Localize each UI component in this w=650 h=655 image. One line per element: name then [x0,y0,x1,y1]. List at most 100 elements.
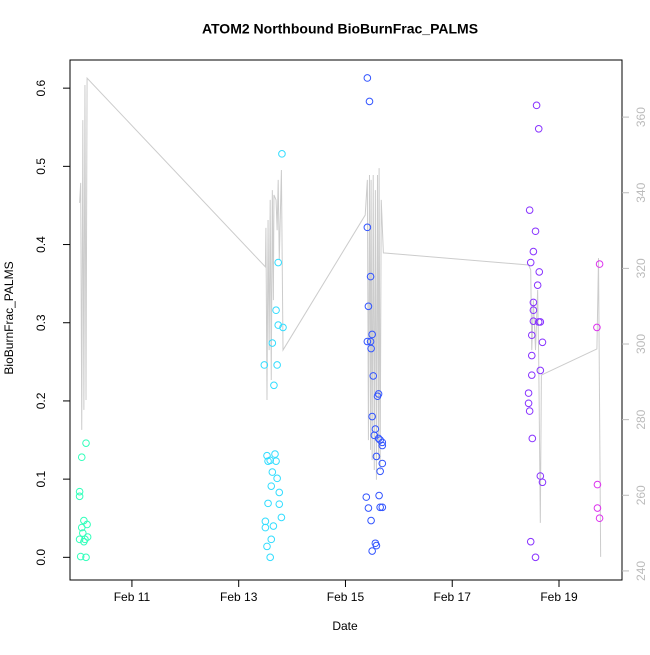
point [527,371,536,379]
point [534,318,543,326]
point [267,482,276,490]
point [363,337,372,346]
point [76,552,85,561]
point [532,101,541,110]
point [82,553,90,562]
x-tick-label: Feb 13 [220,590,258,604]
point [376,467,384,476]
point [535,268,544,276]
y-tick-label: 0.2 [34,392,48,409]
point [77,523,86,532]
point [364,302,373,311]
point [529,306,538,315]
point [593,504,602,512]
point [83,533,92,541]
point [363,223,372,232]
point [279,323,287,332]
point [378,438,387,447]
point [272,306,280,315]
point [274,321,283,329]
point [270,381,278,390]
y2-tick-label: 240 [634,561,648,581]
point [273,361,281,369]
point [525,206,534,214]
y-tick-label: 0.0 [34,549,48,566]
point [260,361,269,369]
point [533,281,542,290]
point [367,344,375,353]
point [364,504,373,512]
x-tick-label: Feb 19 [540,590,578,604]
point [529,298,538,307]
point [528,434,537,443]
point [274,258,283,267]
point [363,74,372,82]
point [368,547,376,555]
y2-tick-label: 280 [634,409,648,429]
y2-tick-label: 320 [634,258,648,278]
point [526,537,535,546]
point [269,522,278,530]
point [75,487,84,496]
y-tick-label: 0.1 [34,470,48,487]
x-tick-label: Feb 17 [434,590,472,604]
point [368,330,376,339]
point [273,474,281,483]
x-tick-label: Feb 15 [327,590,365,604]
point [277,513,286,522]
plot-box [69,59,623,581]
point [80,537,88,546]
y-axis-label: BioBurnFrac_PALMS [2,261,16,374]
point [77,453,86,462]
point [267,535,276,544]
point [278,150,286,158]
point [266,553,274,562]
point [369,372,378,380]
point [366,272,375,281]
point [524,389,533,397]
point [524,399,533,408]
point [527,331,536,340]
point [263,542,271,551]
point [268,468,277,476]
point [365,97,374,106]
point [272,457,280,465]
y2-tick-label: 360 [634,107,648,127]
point [531,227,540,236]
x-axis-label: Date [332,619,358,633]
point [264,499,272,508]
y-tick-label: 0.4 [34,236,48,253]
y-tick-label: 0.6 [34,79,48,96]
x-tick-label: Feb 11 [114,590,151,604]
point [271,450,279,458]
point [264,457,272,465]
point [261,523,270,532]
point [531,553,540,562]
point [362,493,371,501]
y2-tick-label: 260 [634,485,648,505]
point [368,412,376,421]
point [593,480,602,489]
point [378,441,387,450]
point [378,503,387,512]
point [375,491,383,500]
point [268,339,277,347]
point [75,492,84,501]
y-tick-label: 0.3 [34,314,48,331]
point [538,478,547,487]
point [367,516,375,525]
point [529,247,538,256]
point [534,125,543,133]
y-tick-label: 0.5 [34,158,48,175]
point [275,488,284,497]
point [372,452,381,461]
point [536,366,545,375]
point [378,459,387,468]
point [593,323,601,332]
point [376,503,384,512]
chart-title: ATOM2 Northbound BioBurnFrac_PALMS [202,21,478,37]
point [527,351,536,360]
point [275,500,284,508]
